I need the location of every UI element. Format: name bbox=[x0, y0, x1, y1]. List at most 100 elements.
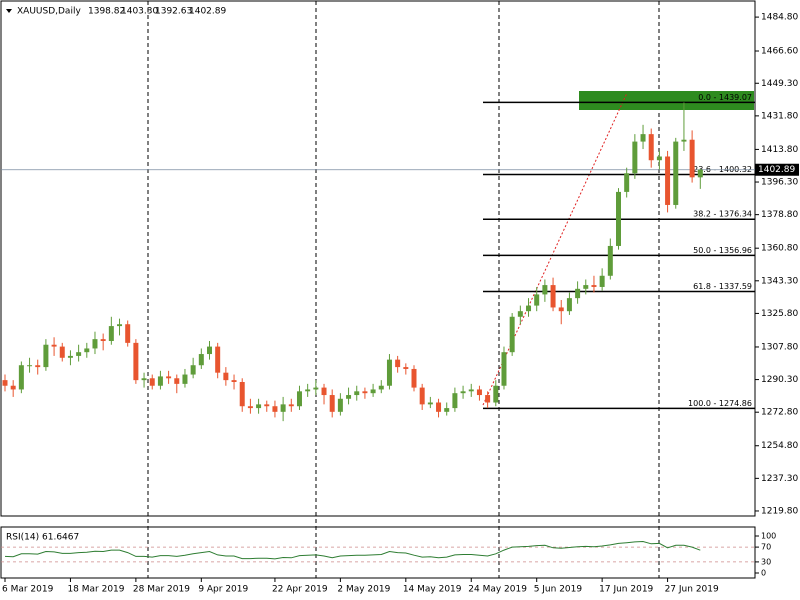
candle-body bbox=[321, 387, 327, 396]
candle-body bbox=[493, 385, 499, 403]
candle-body bbox=[632, 141, 638, 174]
candle-body bbox=[108, 326, 114, 342]
candle-body bbox=[591, 285, 597, 287]
x-tick-label: 28 Mar 2019 bbox=[133, 585, 190, 595]
candle-body bbox=[18, 365, 24, 390]
rsi-tick-label: 70 bbox=[761, 543, 771, 552]
x-tick-label: 18 Mar 2019 bbox=[67, 585, 124, 595]
candle-body bbox=[403, 367, 409, 369]
candle-body bbox=[640, 134, 646, 142]
candle-body bbox=[362, 391, 368, 394]
candle-body bbox=[215, 346, 221, 373]
y-tick-label: 1449.30 bbox=[761, 79, 798, 89]
y-tick-label: 1219.80 bbox=[761, 506, 798, 516]
x-tick-label: 2 May 2019 bbox=[337, 585, 390, 595]
candle-body bbox=[182, 374, 188, 384]
candle-body bbox=[460, 391, 466, 394]
y-tick-label: 1254.80 bbox=[761, 441, 798, 451]
candle-body bbox=[697, 169, 703, 178]
main-panel bbox=[0, 0, 756, 517]
candle-body bbox=[190, 365, 196, 375]
rsi-name: RSI(14) bbox=[6, 533, 39, 543]
candle-body bbox=[370, 389, 376, 394]
candle-body bbox=[239, 382, 245, 407]
y-tick-label: 1378.80 bbox=[761, 210, 798, 220]
candle-body bbox=[534, 294, 540, 306]
candle-body bbox=[2, 380, 8, 386]
candle-body bbox=[656, 156, 662, 161]
candle-body bbox=[133, 342, 139, 381]
candle-body bbox=[10, 385, 16, 390]
candle-body bbox=[288, 404, 294, 407]
header-low: 1392.63 bbox=[155, 7, 192, 17]
candle-body bbox=[526, 305, 532, 312]
candle-body bbox=[43, 344, 49, 368]
candle-body bbox=[27, 365, 33, 367]
candle-body bbox=[346, 395, 352, 399]
candle-body bbox=[92, 339, 98, 349]
candle-body bbox=[607, 245, 613, 276]
candle-body bbox=[427, 402, 433, 405]
menu-arrow[interactable] bbox=[6, 9, 12, 13]
candle-body bbox=[575, 288, 581, 299]
header-high: 1403.30 bbox=[121, 7, 158, 17]
y-tick-label: 1272.80 bbox=[761, 408, 798, 418]
candle-body bbox=[378, 385, 384, 390]
candle-body bbox=[125, 324, 131, 343]
candle-body bbox=[67, 355, 73, 358]
candle-body bbox=[337, 398, 343, 412]
x-tick-label: 5 Jun 2019 bbox=[534, 585, 583, 595]
candle-body bbox=[256, 404, 262, 409]
candle-body bbox=[681, 139, 687, 142]
candle-body bbox=[264, 404, 270, 407]
candle-body bbox=[59, 346, 65, 358]
y-tick-label: 1325.80 bbox=[761, 309, 798, 319]
candle-body bbox=[419, 387, 425, 405]
candle-body bbox=[566, 298, 572, 312]
y-tick-label: 1396.30 bbox=[761, 178, 798, 188]
candle-body bbox=[247, 406, 253, 409]
candle-body bbox=[51, 344, 57, 347]
x-tick-label: 9 Apr 2019 bbox=[198, 585, 248, 595]
candle-body bbox=[296, 391, 302, 407]
symbol-title: XAUUSD,Daily bbox=[17, 7, 81, 17]
candle-body bbox=[117, 324, 123, 327]
candle-body bbox=[157, 376, 163, 386]
candle-body bbox=[444, 408, 450, 412]
candle-body bbox=[501, 352, 507, 386]
price-box bbox=[755, 163, 799, 176]
candle-body bbox=[305, 389, 311, 392]
candle-body bbox=[452, 393, 458, 409]
candle-body bbox=[223, 372, 229, 381]
candle-body bbox=[665, 156, 671, 205]
candle-body bbox=[231, 380, 237, 383]
y-tick-label: 1484.80 bbox=[761, 13, 798, 23]
candle-body bbox=[313, 387, 319, 390]
candle-body bbox=[174, 378, 180, 384]
candle-body bbox=[100, 339, 106, 342]
rsi-panel bbox=[0, 526, 756, 579]
y-tick-label: 1343.30 bbox=[761, 276, 798, 286]
fib-label: 50.0 - 1356.96 bbox=[693, 246, 752, 255]
candle-body bbox=[624, 173, 630, 192]
candle-body bbox=[329, 395, 335, 412]
x-tick-label: 22 Apr 2019 bbox=[272, 585, 328, 595]
price-label: 1402.89 bbox=[758, 165, 795, 175]
candle-body bbox=[648, 134, 654, 161]
y-tick-label: 1466.60 bbox=[761, 47, 798, 57]
y-tick-label: 1360.80 bbox=[761, 244, 798, 254]
x-tick-label: 14 May 2019 bbox=[403, 585, 462, 595]
candle-body bbox=[280, 404, 286, 412]
candle-body bbox=[509, 316, 515, 353]
candle-body bbox=[141, 378, 147, 381]
fib-label: 38.2 - 1376.34 bbox=[693, 210, 752, 219]
candle-body bbox=[207, 346, 212, 355]
candle-body bbox=[354, 391, 360, 396]
candle-body bbox=[84, 348, 90, 353]
x-tick-label: 27 Jun 2019 bbox=[665, 585, 719, 595]
y-tick-label: 1237.30 bbox=[761, 474, 798, 484]
fib-trendline bbox=[482, 92, 628, 406]
rsi-tick-label: 30 bbox=[761, 557, 771, 566]
candle-body bbox=[542, 285, 548, 295]
